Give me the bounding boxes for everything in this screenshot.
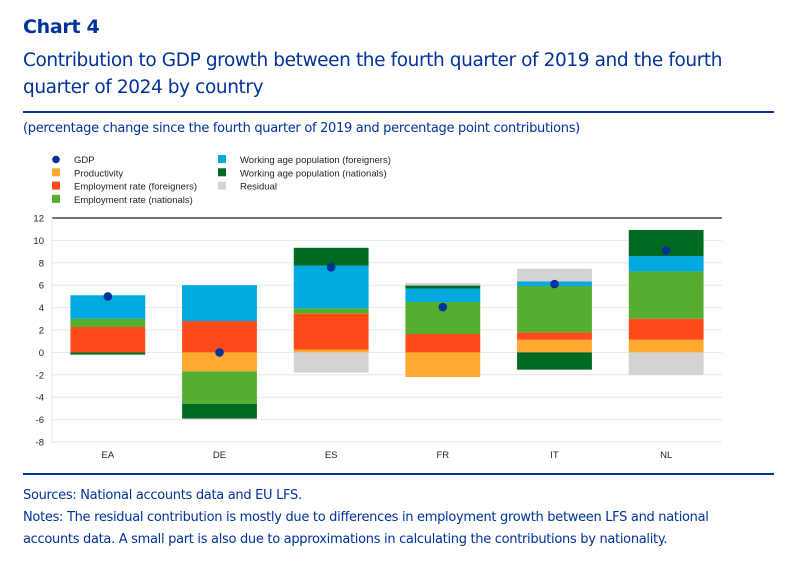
title-divider: [23, 111, 774, 113]
bar-segment: [405, 334, 481, 353]
legend-swatch: [52, 181, 60, 190]
gridlines: [52, 217, 722, 443]
bar-segment: [405, 288, 481, 302]
legend-swatch: [218, 181, 226, 190]
legend-label: Employment rate (foreigners): [74, 182, 197, 193]
bar-segment: [628, 318, 704, 340]
legend-item: Residual: [218, 181, 277, 193]
x-tick-label: IT: [550, 450, 559, 461]
legend-marker-circle: [52, 155, 60, 164]
sources-text: Sources: National accounts data and EU L…: [23, 488, 302, 503]
bar-segment: [182, 418, 257, 420]
legend-item: Working age population (foreigners): [218, 155, 391, 166]
y-axis: 12 10 8 6 4 2 0 -2 -4 -6 -8: [33, 214, 53, 449]
bar-group-it: [517, 268, 592, 370]
notes-text-line2: accounts data. A small part is also due …: [23, 532, 668, 547]
y-tick-label: 2: [39, 326, 44, 337]
x-tick-label: NL: [660, 450, 672, 461]
legend-item: Employment rate (foreigners): [52, 181, 197, 193]
bar-segment: [628, 339, 704, 353]
legend-label: Productivity: [74, 168, 123, 179]
gdp-marker: [326, 262, 336, 272]
bar-segment: [70, 354, 146, 356]
bar-segment: [405, 352, 481, 378]
bar-segment: [293, 308, 369, 314]
bar-segment: [182, 352, 257, 372]
legend: GDP Productivity Employment rate (foreigne…: [52, 155, 391, 206]
bar-segment: [70, 326, 146, 353]
legend-label: GDP: [74, 155, 95, 166]
bar-segment: [182, 371, 257, 404]
y-tick-label: 0: [39, 348, 44, 359]
chart-title: Contribution to GDP growth between the f…: [23, 50, 723, 98]
y-tick-label: -8: [36, 438, 44, 449]
bar-segment: [293, 349, 369, 353]
legend-swatch: [218, 168, 226, 177]
notes-text-line1: Notes: The residual contribution is most…: [23, 510, 709, 525]
gdp-marker: [215, 348, 224, 357]
y-tick-label: 4: [39, 303, 44, 314]
bar-segment: [517, 352, 592, 370]
bar-segment: [182, 285, 257, 322]
bar-segment: [182, 403, 257, 419]
gdp-markers: [103, 246, 671, 357]
legend-label: Working age population (foreigners): [240, 155, 391, 166]
bar-group-ea: [70, 295, 146, 356]
legend-label: Employment rate (nationals): [74, 195, 193, 206]
y-tick-label: -6: [36, 415, 44, 426]
bar-segment: [70, 295, 146, 319]
y-tick-label: -4: [36, 393, 44, 404]
bar-segment: [628, 271, 704, 319]
bar-segment: [293, 352, 369, 373]
bar-segment: [517, 268, 592, 282]
legend-swatch: [52, 194, 60, 203]
legend-label: Working age population (nationals): [240, 168, 387, 179]
bar-group-fr: [405, 282, 481, 378]
gdp-marker: [550, 279, 559, 289]
legend-item: GDP: [52, 155, 95, 166]
x-axis: EA DE ES FR IT NL: [101, 450, 672, 461]
bar-segment: [293, 265, 369, 309]
legend-item: Employment rate (nationals): [52, 194, 193, 206]
x-tick-label: DE: [213, 450, 226, 461]
legend-swatch: [218, 155, 226, 163]
bar-segment: [628, 352, 704, 375]
bar-segment: [517, 332, 592, 340]
y-tick-label: 6: [39, 281, 44, 292]
y-tick-label: -2: [36, 370, 44, 381]
x-tick-label: ES: [325, 450, 338, 461]
bar-segment: [293, 313, 369, 350]
bar-segment: [405, 285, 481, 289]
legend-swatch: [52, 168, 60, 177]
gdp-marker: [661, 246, 671, 255]
y-tick-label: 12: [33, 214, 44, 225]
bar-segment: [517, 285, 592, 333]
bar-segment: [628, 256, 704, 272]
footnotes: Sources: National accounts data and EU L…: [23, 485, 783, 551]
gdp-marker: [103, 292, 113, 301]
bar-group-es: [293, 247, 369, 373]
bar-segment: [70, 318, 146, 327]
legend-label: Residual: [240, 182, 277, 193]
bar-segment: [70, 352, 146, 355]
bar-segment: [182, 321, 257, 353]
legend-item: Working age population (nationals): [218, 168, 387, 179]
chart-number: Chart 4: [23, 16, 100, 38]
bar-segment: [517, 339, 592, 353]
bar-segment: [405, 282, 481, 286]
y-tick-label: 8: [39, 258, 44, 269]
bar-segment: [293, 247, 369, 266]
gdp-marker: [438, 302, 448, 312]
y-tick-label: 10: [33, 236, 44, 247]
x-tick-label: FR: [436, 450, 449, 461]
legend-item: Productivity: [52, 168, 123, 179]
footer-divider: [23, 473, 774, 475]
chart-subtitle: (percentage change since the fourth quar…: [23, 121, 580, 136]
x-tick-label: EA: [101, 450, 114, 461]
bars: [70, 229, 704, 420]
bar-group-de: [182, 285, 257, 420]
